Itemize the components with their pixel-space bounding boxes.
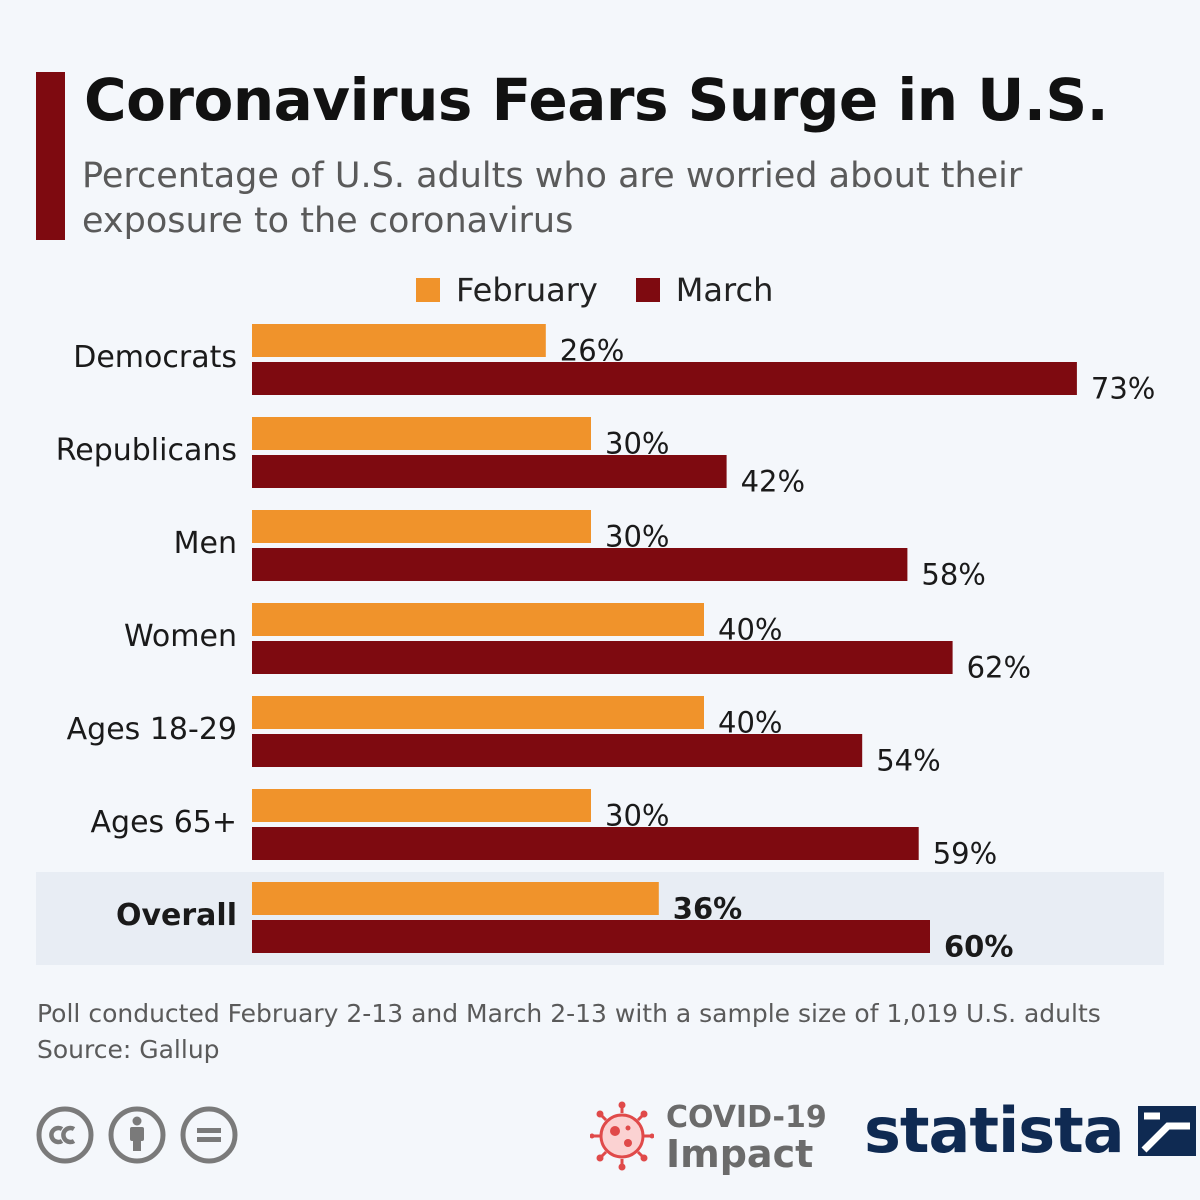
covid-badge-line2: Impact	[666, 1132, 814, 1176]
data-label-democrats-february: 26%	[560, 334, 624, 368]
data-label-ages-18-29-march: 54%	[876, 744, 940, 778]
bar-men-february	[252, 510, 591, 543]
footer-note: Poll conducted February 2-13 and March 2…	[37, 996, 1177, 1068]
title-accent-bar	[36, 72, 65, 240]
data-label-democrats-march: 73%	[1091, 372, 1155, 406]
covid-badge-text: COVID-19 Impact	[666, 1100, 827, 1176]
data-label-men-march: 58%	[921, 558, 985, 592]
data-label-women-march: 62%	[967, 651, 1031, 685]
license-icons	[36, 1106, 252, 1164]
category-label-ages-18-29: Ages 18-29	[67, 712, 237, 747]
bar-republicans-february	[252, 417, 591, 450]
data-label-overall-february: 36%	[673, 892, 742, 926]
legend-swatch-february	[416, 278, 440, 302]
category-label-overall: Overall	[116, 898, 237, 933]
legend-label-february: February	[456, 271, 598, 309]
chart-subtitle: Percentage of U.S. adults who are worrie…	[82, 156, 1023, 241]
covid-impact-badge: COVID-19 Impact	[590, 1100, 827, 1176]
legend-item-february: February	[416, 271, 598, 309]
bar-ages-65-february	[252, 789, 591, 822]
data-label-ages-18-29-february: 40%	[718, 706, 782, 740]
statista-mark-icon	[1137, 1105, 1196, 1156]
category-label-ages-65: Ages 65+	[91, 805, 238, 840]
bar-women-march	[252, 641, 953, 674]
source-note: Source: Gallup	[37, 1035, 220, 1064]
bar-ages-65-march	[252, 827, 919, 860]
legend-swatch-march	[635, 278, 660, 302]
category-label-men: Men	[174, 526, 237, 561]
attribution-icon[interactable]	[108, 1106, 166, 1164]
no-derivatives-icon[interactable]	[180, 1106, 238, 1164]
data-label-women-february: 40%	[718, 613, 782, 647]
category-label-democrats: Democrats	[73, 340, 237, 375]
poll-note: Poll conducted February 2-13 and March 2…	[37, 999, 1101, 1028]
chart-legend: February March	[416, 270, 811, 310]
bar-democrats-march	[252, 362, 1077, 395]
chart-title: Coronavirus Fears Surge in U.S.	[84, 66, 1109, 134]
data-label-overall-march: 60%	[944, 930, 1013, 964]
statista-logo[interactable]: statista	[864, 1094, 1196, 1167]
bar-overall-february	[252, 882, 659, 915]
covid-badge-line1: COVID-19	[666, 1100, 827, 1135]
data-label-republicans-february: 30%	[605, 427, 669, 461]
bar-republicans-march	[252, 455, 727, 488]
bar-democrats-february	[252, 324, 546, 357]
bar-overall-march	[252, 920, 930, 953]
category-label-republicans: Republicans	[56, 433, 237, 468]
legend-item-march: March	[635, 271, 774, 309]
creative-commons-icon[interactable]	[36, 1106, 94, 1164]
bar-men-march	[252, 548, 908, 581]
data-label-ages-65-february: 30%	[605, 799, 669, 833]
data-label-men-february: 30%	[605, 520, 669, 554]
bar-ages-18-29-march	[252, 734, 863, 767]
bar-ages-18-29-february	[252, 696, 704, 729]
bar-women-february	[252, 603, 704, 636]
virus-icon	[590, 1101, 654, 1171]
data-label-ages-65-march: 59%	[933, 837, 997, 871]
legend-label-march: March	[675, 271, 774, 309]
brand-name: statista	[864, 1094, 1125, 1167]
category-label-women: Women	[124, 619, 237, 654]
data-label-republicans-march: 42%	[741, 465, 805, 499]
